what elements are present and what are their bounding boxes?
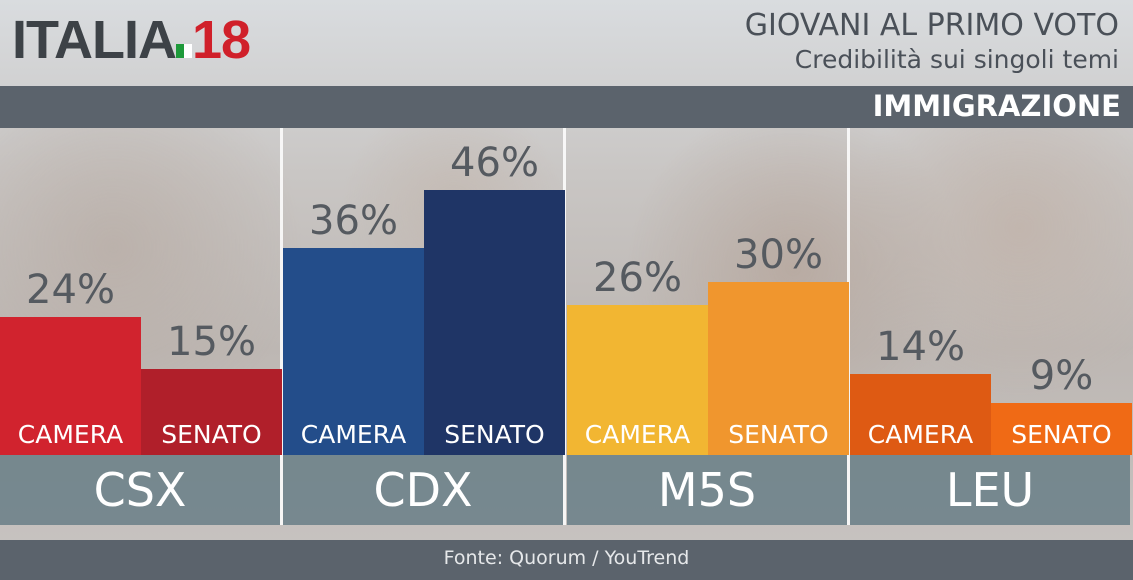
category-label: CSX — [0, 455, 280, 525]
chart-title: GIOVANI AL PRIMO VOTO — [744, 8, 1119, 43]
bar-leu-senato: SENATO — [991, 403, 1132, 455]
data-label: 26% — [593, 255, 682, 302]
topic-band: IMMIGRAZIONE — [0, 86, 1133, 128]
data-label: 36% — [309, 197, 398, 244]
topic-label: IMMIGRAZIONE — [872, 89, 1121, 123]
bar-cdx-camera: CAMERA — [283, 247, 424, 455]
series-label: SENATO — [444, 419, 545, 449]
category-label: CDX — [283, 455, 563, 525]
italia18-logo: ITALIA 18 — [12, 10, 251, 70]
data-label: 46% — [450, 140, 539, 187]
series-label: CAMERA — [17, 419, 124, 449]
bar-leu-camera: CAMERA — [850, 374, 991, 455]
data-label: 30% — [734, 232, 823, 279]
chart-subtitle: Credibilità sui singoli temi — [794, 45, 1119, 74]
group-column-csx — [0, 128, 283, 525]
data-label: 15% — [167, 318, 256, 365]
series-label: CAMERA — [584, 419, 691, 449]
chart-title-block: GIOVANI AL PRIMO VOTO Credibilità sui si… — [745, 8, 1119, 76]
data-label: 14% — [876, 324, 965, 371]
series-label: SENATO — [728, 419, 829, 449]
bar-csx-senato: SENATO — [141, 368, 282, 455]
source-footer: Fonte: Quorum / YouTrend — [0, 540, 1133, 580]
bar-m5s-senato: SENATO — [708, 282, 849, 455]
series-label: CAMERA — [300, 419, 407, 449]
bar-m5s-camera: CAMERA — [567, 305, 708, 455]
bar-cdx-senato: SENATO — [424, 190, 565, 455]
series-label: SENATO — [1011, 419, 1112, 449]
category-label: M5S — [567, 455, 847, 525]
bar-csx-camera: CAMERA — [0, 316, 141, 455]
category-label: LEU — [850, 455, 1130, 525]
series-label: CAMERA — [867, 419, 974, 449]
series-label: SENATO — [161, 419, 262, 449]
data-label: 24% — [26, 266, 115, 313]
data-label: 9% — [1029, 353, 1094, 400]
